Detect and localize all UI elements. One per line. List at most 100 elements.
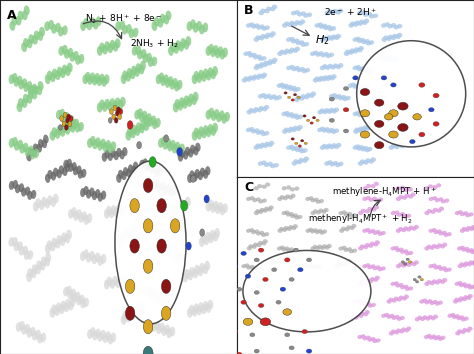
Ellipse shape xyxy=(323,75,328,80)
Ellipse shape xyxy=(206,202,211,212)
Ellipse shape xyxy=(27,268,33,278)
Ellipse shape xyxy=(194,127,200,137)
Circle shape xyxy=(343,108,349,112)
Ellipse shape xyxy=(296,96,301,100)
Ellipse shape xyxy=(129,69,136,79)
Ellipse shape xyxy=(65,116,71,126)
Ellipse shape xyxy=(353,37,358,42)
Ellipse shape xyxy=(98,193,103,202)
Ellipse shape xyxy=(169,327,175,336)
Ellipse shape xyxy=(440,280,445,284)
Ellipse shape xyxy=(160,14,165,23)
Ellipse shape xyxy=(102,153,107,162)
Ellipse shape xyxy=(73,211,79,221)
Ellipse shape xyxy=(64,234,70,243)
Ellipse shape xyxy=(262,63,268,67)
Ellipse shape xyxy=(168,46,174,56)
Circle shape xyxy=(293,248,299,252)
Ellipse shape xyxy=(336,262,341,266)
Ellipse shape xyxy=(249,127,255,131)
Ellipse shape xyxy=(187,308,192,318)
Ellipse shape xyxy=(149,226,155,236)
Circle shape xyxy=(200,229,205,236)
Ellipse shape xyxy=(265,33,271,37)
Ellipse shape xyxy=(209,108,214,118)
Ellipse shape xyxy=(256,232,261,235)
Ellipse shape xyxy=(53,168,58,177)
Ellipse shape xyxy=(408,194,413,199)
Ellipse shape xyxy=(128,28,135,38)
Ellipse shape xyxy=(111,205,117,215)
Ellipse shape xyxy=(339,229,344,233)
Ellipse shape xyxy=(394,246,399,250)
Ellipse shape xyxy=(428,197,434,201)
Ellipse shape xyxy=(357,335,363,339)
Ellipse shape xyxy=(251,53,257,57)
Ellipse shape xyxy=(197,267,203,276)
Ellipse shape xyxy=(271,31,276,36)
Ellipse shape xyxy=(224,112,230,122)
Ellipse shape xyxy=(166,11,172,20)
Ellipse shape xyxy=(146,53,152,62)
Ellipse shape xyxy=(180,199,186,209)
Ellipse shape xyxy=(253,74,258,79)
Ellipse shape xyxy=(47,195,53,205)
Ellipse shape xyxy=(301,42,306,47)
Circle shape xyxy=(204,195,210,203)
Ellipse shape xyxy=(64,112,70,122)
Ellipse shape xyxy=(462,328,467,332)
Ellipse shape xyxy=(161,326,167,336)
Ellipse shape xyxy=(170,205,176,215)
Ellipse shape xyxy=(295,87,301,91)
Ellipse shape xyxy=(192,172,198,182)
Ellipse shape xyxy=(294,97,299,102)
Ellipse shape xyxy=(298,147,303,152)
Ellipse shape xyxy=(365,310,370,314)
Ellipse shape xyxy=(396,329,401,333)
Ellipse shape xyxy=(137,108,143,118)
Ellipse shape xyxy=(16,16,21,25)
Ellipse shape xyxy=(208,67,213,77)
Ellipse shape xyxy=(422,315,428,320)
Circle shape xyxy=(130,239,139,253)
Ellipse shape xyxy=(66,230,72,239)
Ellipse shape xyxy=(290,187,295,192)
Ellipse shape xyxy=(397,24,402,28)
Ellipse shape xyxy=(441,199,446,204)
Ellipse shape xyxy=(286,248,291,252)
Ellipse shape xyxy=(397,33,402,37)
Ellipse shape xyxy=(201,129,207,138)
Ellipse shape xyxy=(63,302,69,312)
Ellipse shape xyxy=(41,197,47,206)
Ellipse shape xyxy=(263,95,268,99)
Ellipse shape xyxy=(100,254,106,264)
Ellipse shape xyxy=(198,70,204,80)
Ellipse shape xyxy=(286,212,291,217)
Ellipse shape xyxy=(360,280,365,284)
Ellipse shape xyxy=(62,45,68,55)
Ellipse shape xyxy=(107,101,113,111)
Ellipse shape xyxy=(271,94,277,99)
Ellipse shape xyxy=(429,246,435,250)
Ellipse shape xyxy=(471,285,474,289)
Ellipse shape xyxy=(48,20,54,30)
Ellipse shape xyxy=(359,19,365,24)
Ellipse shape xyxy=(264,61,269,65)
Ellipse shape xyxy=(318,51,324,56)
Ellipse shape xyxy=(281,85,286,89)
Ellipse shape xyxy=(248,75,254,80)
Ellipse shape xyxy=(300,67,305,72)
Ellipse shape xyxy=(21,42,27,52)
Ellipse shape xyxy=(356,299,361,303)
Ellipse shape xyxy=(357,39,362,43)
Ellipse shape xyxy=(304,156,309,161)
Ellipse shape xyxy=(83,298,89,307)
Ellipse shape xyxy=(405,251,410,256)
Ellipse shape xyxy=(286,37,292,42)
Ellipse shape xyxy=(184,269,190,279)
Ellipse shape xyxy=(115,21,121,31)
Ellipse shape xyxy=(432,263,437,268)
Ellipse shape xyxy=(324,208,329,212)
Circle shape xyxy=(304,142,307,144)
Ellipse shape xyxy=(368,279,373,283)
